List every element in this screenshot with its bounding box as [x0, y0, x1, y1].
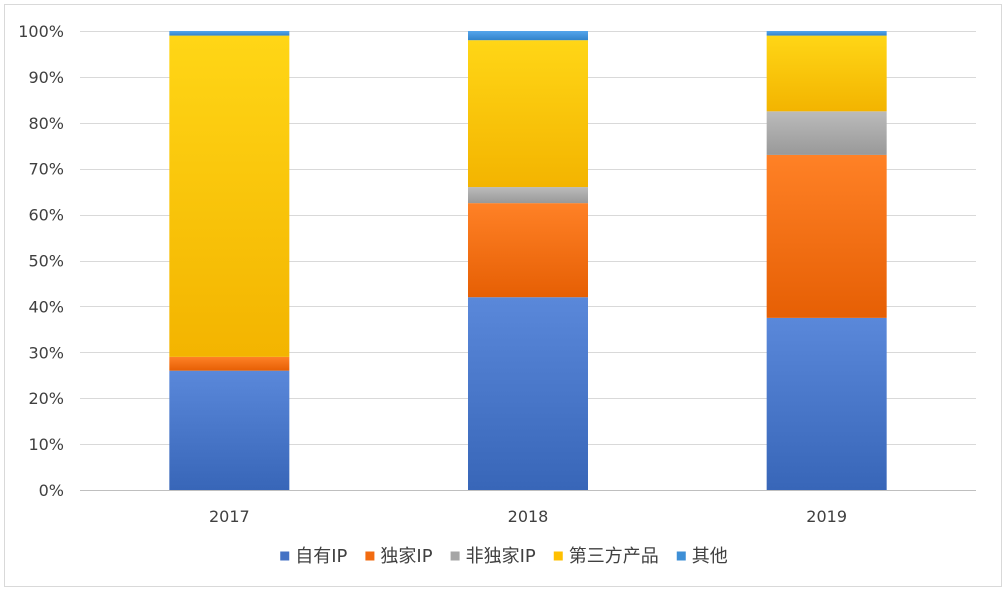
bar-segment-series-4 [169, 31, 290, 36]
legend: 自有IP 独家IP 非独家IP 第三方产品 其他 [280, 546, 728, 567]
bar-segment-series-3 [766, 35, 887, 112]
bar-segment-series-3 [169, 35, 290, 357]
bar-stack-2018 [468, 31, 588, 490]
legend-swatch [676, 551, 686, 561]
legend-swatch [365, 551, 375, 561]
legend-label: 自有IP [295, 546, 347, 567]
bar-stacks [169, 31, 887, 490]
legend-item-series-3: 第三方产品 [553, 546, 659, 567]
legend-label: 第三方产品 [569, 546, 659, 567]
bar-stack-2017 [169, 31, 290, 490]
y-tick-label: 90% [28, 68, 64, 87]
y-tick-label: 20% [28, 389, 64, 408]
x-tick-label: 2018 [508, 507, 549, 526]
legend-swatch [280, 551, 290, 561]
legend-swatch [450, 551, 460, 561]
legend-label: 独家IP [380, 546, 432, 567]
y-tick-label: 10% [28, 435, 64, 454]
bar-segment-series-4 [766, 31, 887, 36]
legend-swatch [553, 551, 563, 561]
y-tick-label: 60% [28, 206, 64, 225]
bar-segment-ip [468, 203, 588, 298]
y-tick-label: 40% [28, 297, 64, 316]
bar-segment-ip [766, 154, 887, 318]
x-axis-tick-labels: 2017 2018 2019 [209, 507, 847, 526]
x-tick-label: 2017 [209, 507, 250, 526]
y-tick-label: 50% [28, 252, 64, 271]
bar-segment-ip [468, 187, 588, 204]
y-tick-label: 70% [28, 160, 64, 179]
bar-segment-series-3 [468, 40, 588, 188]
bar-segment-ip [468, 297, 588, 490]
y-tick-label: 80% [28, 114, 64, 133]
bar-stack-2019 [766, 31, 887, 490]
bar-segment-ip [766, 111, 887, 155]
legend-item-series-4: 其他 [676, 546, 728, 567]
legend-item-ip: 独家IP [365, 546, 433, 567]
bar-segment-ip [169, 370, 290, 490]
x-tick-label: 2019 [806, 507, 847, 526]
legend-label: 其他 [692, 546, 728, 567]
bar-segment-ip [169, 356, 290, 371]
bar-segment-ip [766, 317, 887, 490]
y-axis-tick-labels: 0% 10% 20% 30% 40% 50% 60% 70% 80% 90% 100% [18, 22, 64, 500]
legend-item-ip: 自有IP [280, 546, 348, 567]
y-tick-label: 30% [28, 343, 64, 362]
y-tick-label: 0% [39, 481, 64, 500]
legend-label: 非独家IP [466, 546, 536, 567]
y-tick-label: 100% [18, 22, 64, 41]
bar-segment-series-4 [468, 31, 588, 41]
legend-item-ip: 非独家IP [450, 546, 536, 567]
